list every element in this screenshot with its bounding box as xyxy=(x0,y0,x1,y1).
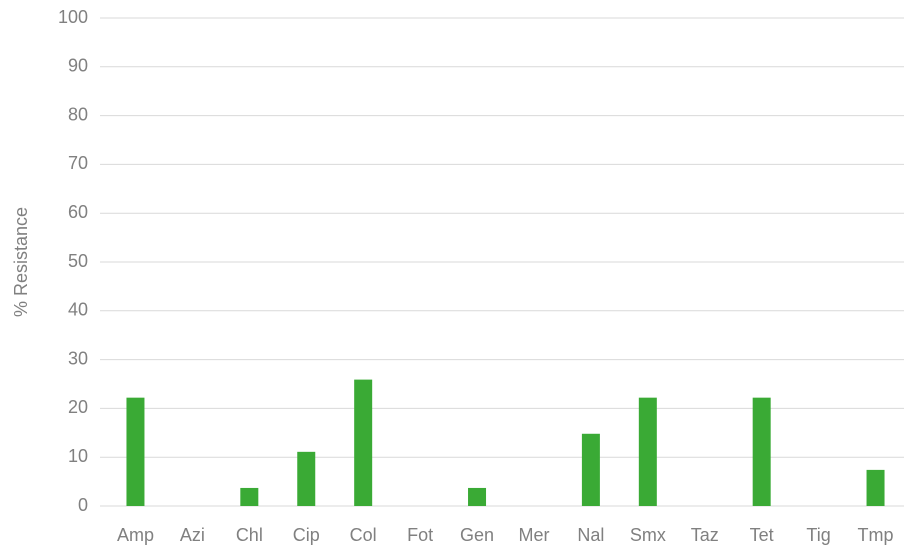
y-tick-label: 80 xyxy=(68,104,88,124)
x-tick-label: Azi xyxy=(180,525,205,545)
bar xyxy=(354,379,373,506)
bar xyxy=(752,397,771,506)
bar xyxy=(297,451,316,506)
bar xyxy=(468,487,487,506)
x-tick-label: Nal xyxy=(577,525,604,545)
x-tick-label: Tmp xyxy=(858,525,894,545)
x-tick-label: Smx xyxy=(630,525,666,545)
y-tick-label: 20 xyxy=(68,397,88,417)
bar xyxy=(581,433,600,506)
bar xyxy=(638,397,657,506)
x-tick-label: Gen xyxy=(460,525,494,545)
x-tick-label: Fot xyxy=(407,525,433,545)
x-tick-label: Chl xyxy=(236,525,263,545)
y-tick-label: 40 xyxy=(68,300,88,320)
x-tick-label: Col xyxy=(350,525,377,545)
y-tick-label: 60 xyxy=(68,202,88,222)
y-tick-label: 100 xyxy=(58,7,88,27)
y-tick-label: 0 xyxy=(78,495,88,515)
bar xyxy=(240,487,259,506)
y-tick-label: 90 xyxy=(68,56,88,76)
y-tick-label: 50 xyxy=(68,251,88,271)
y-tick-label: 10 xyxy=(68,446,88,466)
x-tick-label: Tet xyxy=(750,525,774,545)
x-tick-label: Taz xyxy=(691,525,719,545)
y-axis-label: % Resistance xyxy=(11,207,31,317)
x-tick-label: Cip xyxy=(293,525,320,545)
bar xyxy=(126,397,145,506)
x-tick-label: Mer xyxy=(518,525,549,545)
x-tick-label: Amp xyxy=(117,525,154,545)
y-tick-label: 30 xyxy=(68,348,88,368)
bar xyxy=(866,469,885,506)
y-tick-label: 70 xyxy=(68,153,88,173)
x-tick-label: Tig xyxy=(806,525,830,545)
